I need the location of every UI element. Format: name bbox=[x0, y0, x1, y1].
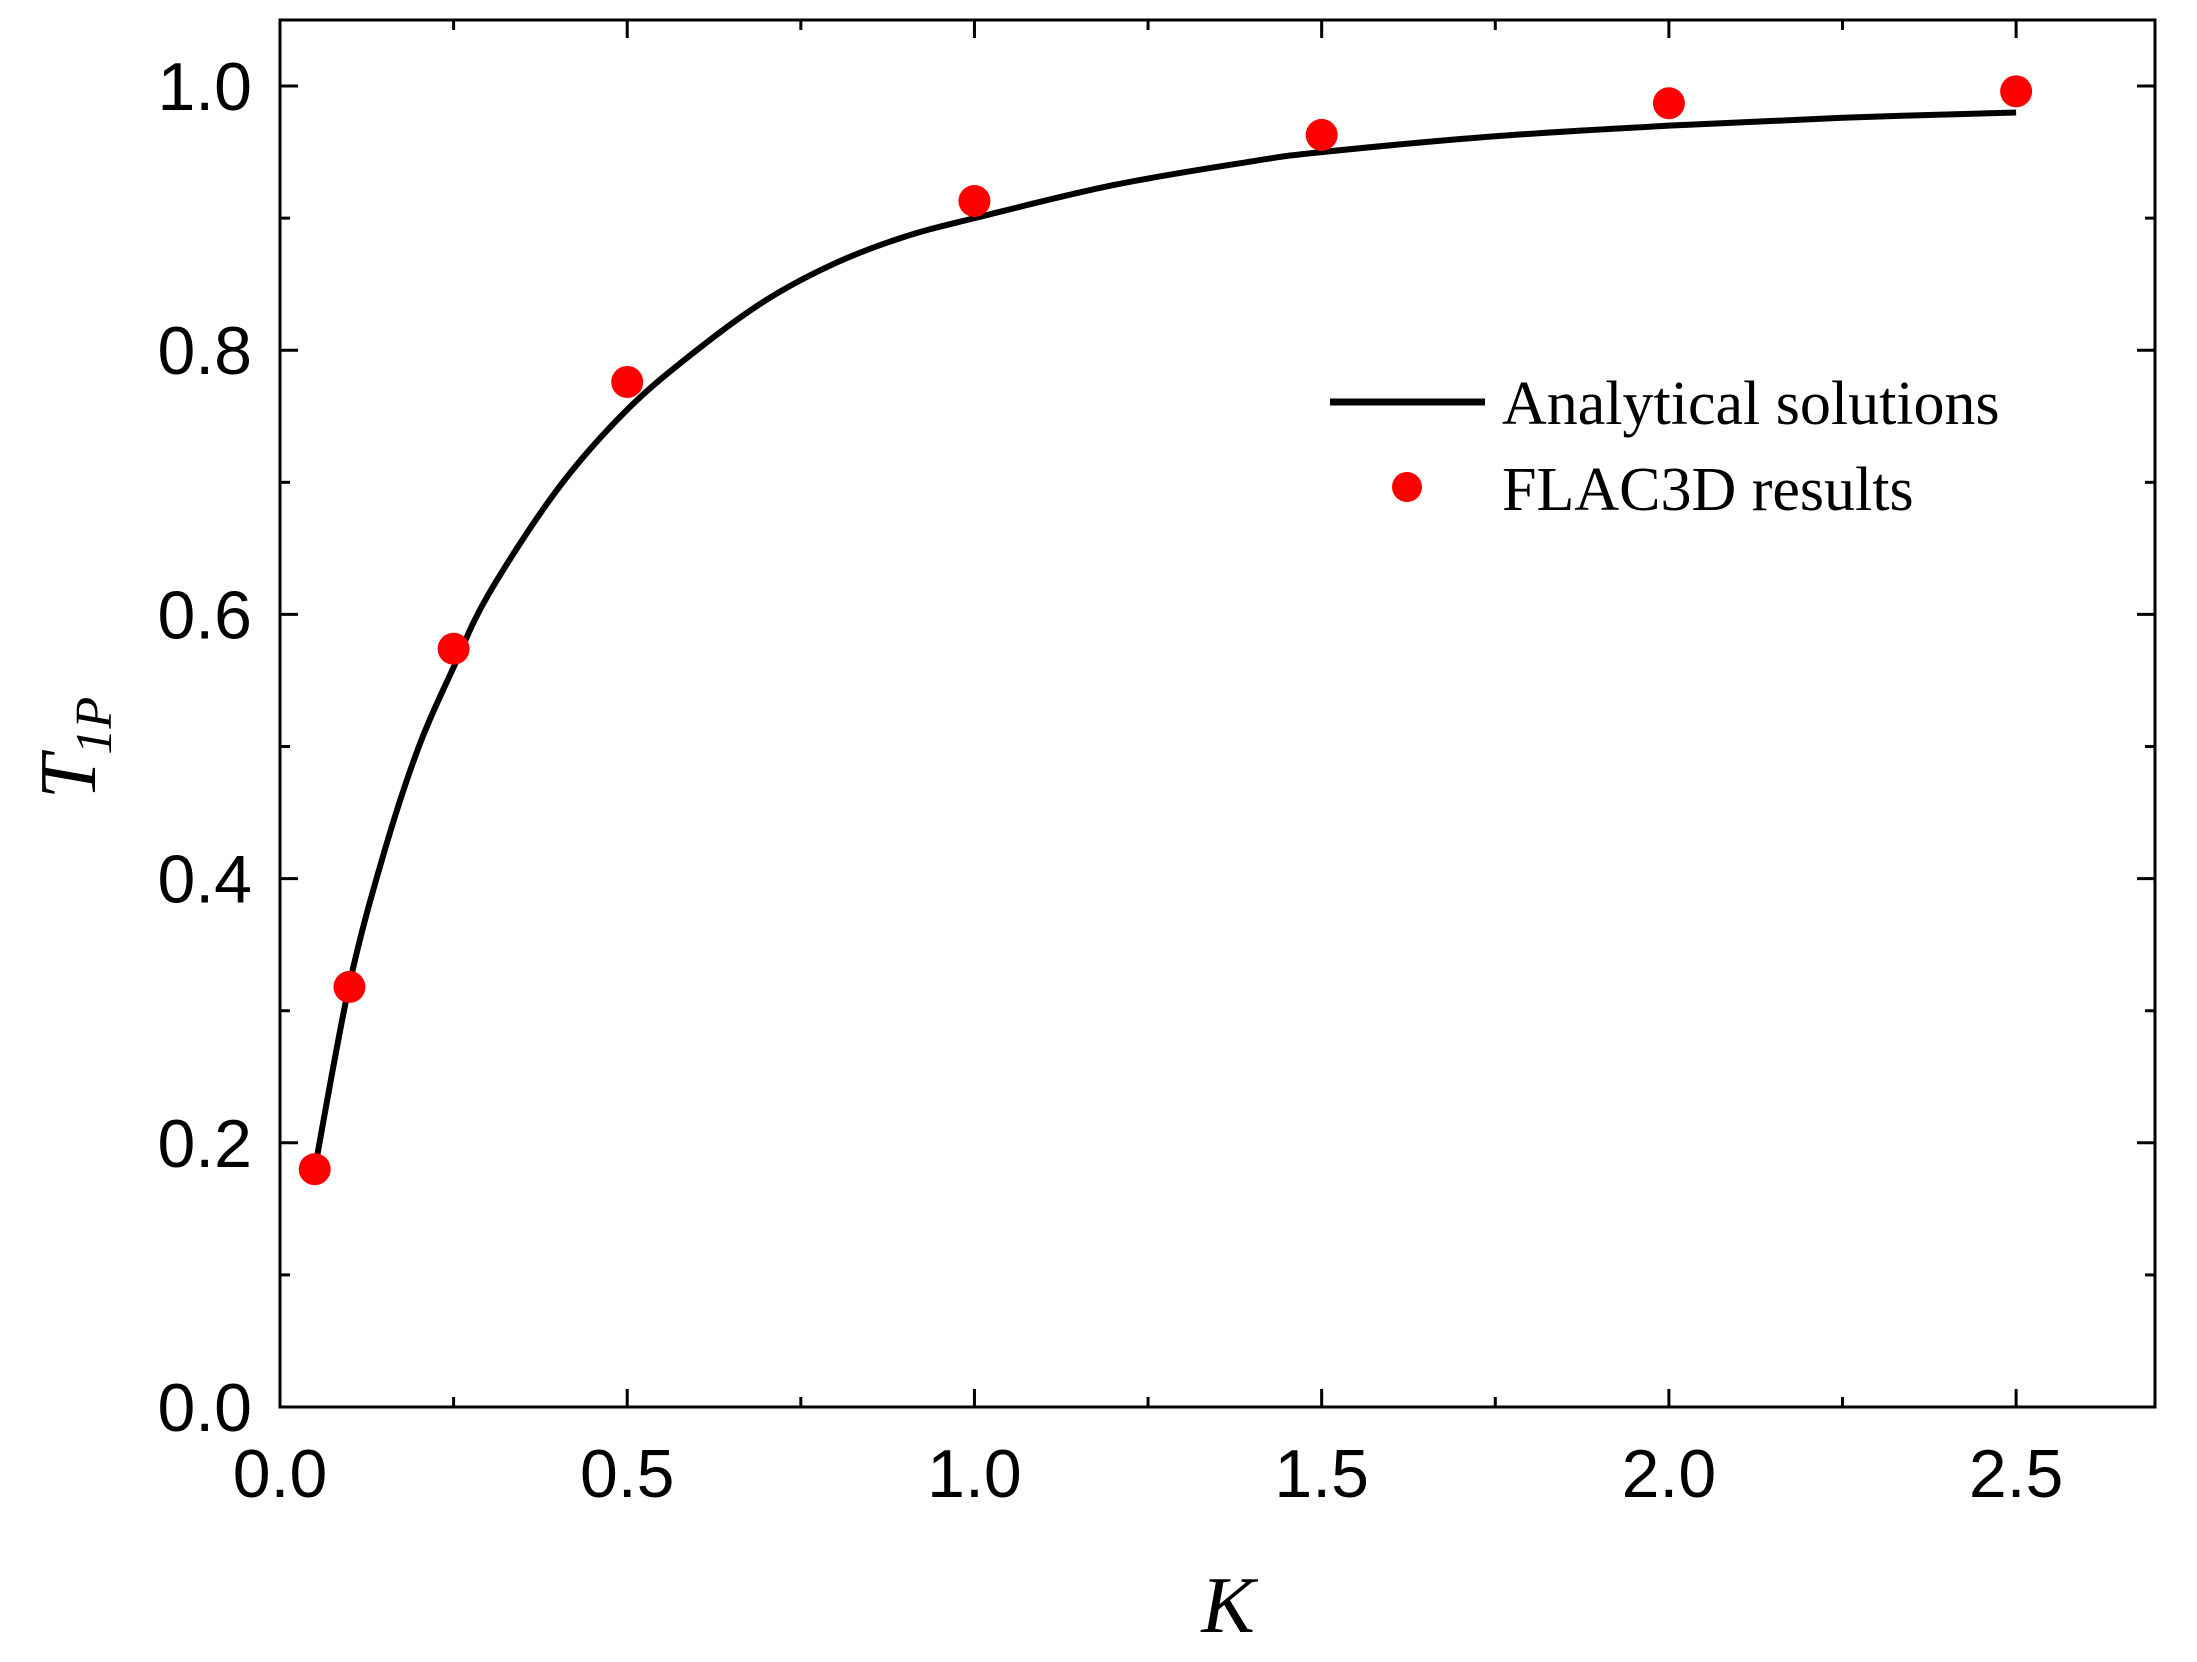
ticks bbox=[278, 20, 2155, 1409]
x-tick-label: 0.0 bbox=[233, 1436, 328, 1512]
series-layer bbox=[298, 75, 2033, 1186]
flac3d-point bbox=[333, 970, 366, 1003]
flac3d-point bbox=[298, 1153, 331, 1186]
x-tick-label: 0.5 bbox=[580, 1436, 675, 1512]
flac3d-point bbox=[1652, 87, 1685, 120]
legend-label-analytical: Analytical solutions bbox=[1502, 370, 2000, 438]
x-tick-label: 1.0 bbox=[927, 1436, 1022, 1512]
y-axis-title-sub: 1P bbox=[66, 697, 123, 755]
flac3d-point bbox=[2000, 75, 2033, 108]
x-tick-labels: 0.0 0.5 1.0 1.5 2.0 2.5 bbox=[233, 1436, 2064, 1512]
y-tick-label: 0.8 bbox=[157, 313, 252, 389]
legend-label-flac3d: FLAC3D results bbox=[1502, 456, 1914, 524]
x-tick-label: 1.5 bbox=[1274, 1436, 1369, 1512]
flac3d-point bbox=[611, 365, 644, 398]
flac3d-point bbox=[958, 184, 991, 217]
x-axis-title: K bbox=[1200, 1562, 1258, 1650]
legend: Analytical solutions FLAC3D results bbox=[1330, 370, 2000, 524]
y-axis-title-main: T bbox=[25, 749, 113, 799]
x-tick-label: 2.5 bbox=[1969, 1436, 2064, 1512]
legend-marker-swatch bbox=[1392, 472, 1422, 502]
y-tick-label: 0.2 bbox=[157, 1106, 252, 1182]
flac3d-point bbox=[1305, 118, 1338, 151]
y-axis-title: T1P bbox=[25, 697, 123, 799]
y-tick-label: 0.0 bbox=[157, 1370, 252, 1446]
x-tick-label: 2.0 bbox=[1622, 1436, 1717, 1512]
flac3d-point bbox=[437, 632, 470, 665]
y-tick-label: 0.4 bbox=[157, 842, 252, 918]
plot-frame bbox=[278, 18, 2157, 1409]
analytical-curve bbox=[311, 109, 2017, 1170]
y-tick-labels: 0.0 0.2 0.4 0.6 0.8 1.0 bbox=[157, 49, 252, 1446]
y-tick-label: 0.6 bbox=[157, 577, 252, 653]
y-tick-label: 1.0 bbox=[157, 49, 252, 125]
